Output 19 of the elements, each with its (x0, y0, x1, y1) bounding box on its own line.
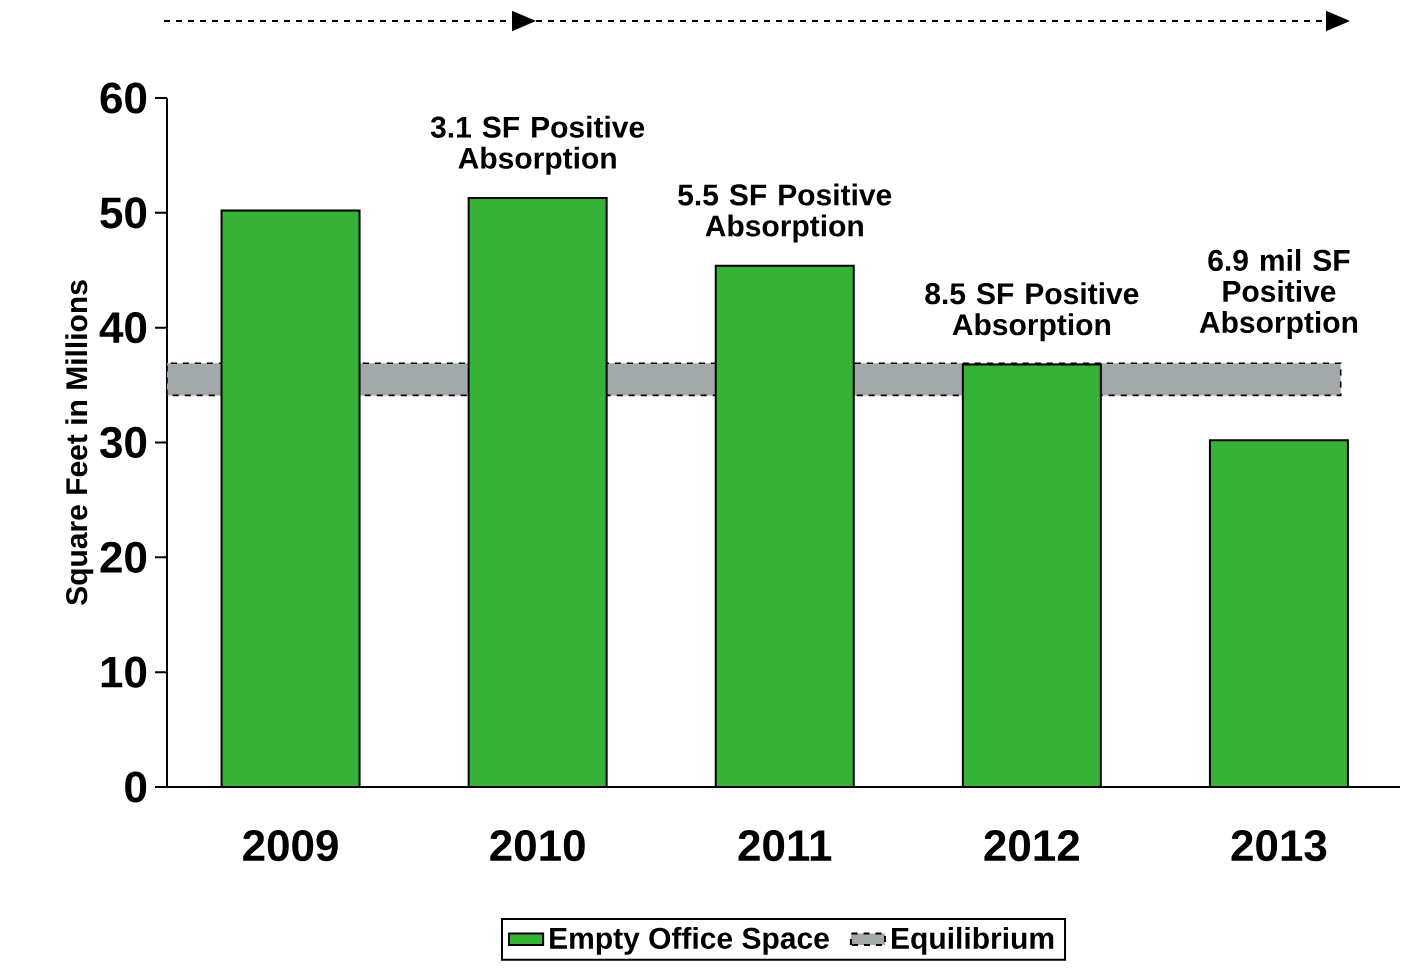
annotation: 6.9 mil SF Positive Absorption (1199, 249, 1358, 339)
y-tick-label: 10 (101, 656, 147, 688)
y-axis-title: Square Feet in Millions (65, 280, 94, 605)
y-tick-label: 50 (100, 197, 147, 229)
y-tick-label: 40 (99, 312, 147, 344)
y-tick-label: 30 (100, 426, 147, 459)
annotation: 8.5 SF Positive Absorption (925, 282, 1139, 342)
annotation: 3.1 SF Positive Absorption (430, 115, 645, 175)
annotation: 5.5 SF Positive Absorption (678, 183, 892, 243)
y-tick-label: 60 (100, 82, 147, 114)
x-tick-label: 2013 (1231, 830, 1327, 862)
legend-label: Equilibrium (892, 926, 1054, 955)
x-tick-label: 2011 (738, 830, 832, 862)
x-tick-label: 2010 (490, 830, 585, 862)
x-tick-label: 2009 (243, 830, 338, 862)
legend-label: Empty Office Space (550, 926, 829, 955)
y-tick-label: 0 (125, 771, 147, 803)
x-tick-label: 2012 (984, 830, 1079, 862)
y-tick-label: 20 (100, 541, 147, 573)
